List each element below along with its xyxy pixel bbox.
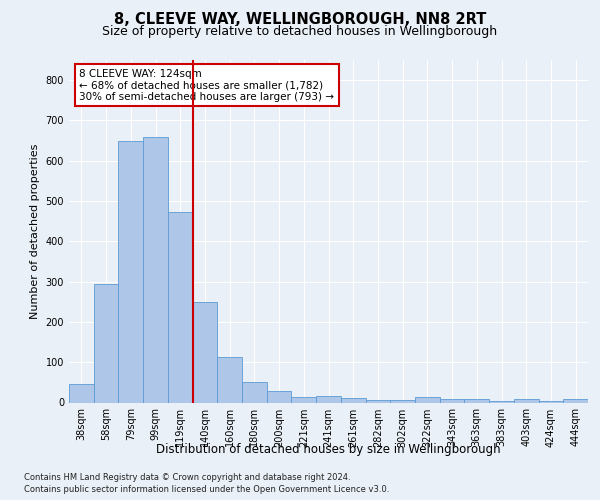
Bar bbox=[390, 400, 415, 402]
Bar bbox=[316, 396, 341, 402]
Bar bbox=[464, 400, 489, 402]
Text: Distribution of detached houses by size in Wellingborough: Distribution of detached houses by size … bbox=[157, 442, 501, 456]
Bar bbox=[341, 398, 365, 402]
Text: 8, CLEEVE WAY, WELLINGBOROUGH, NN8 2RT: 8, CLEEVE WAY, WELLINGBOROUGH, NN8 2RT bbox=[114, 12, 486, 28]
Bar bbox=[94, 284, 118, 403]
Y-axis label: Number of detached properties: Number of detached properties bbox=[30, 144, 40, 319]
Text: 8 CLEEVE WAY: 124sqm
← 68% of detached houses are smaller (1,782)
30% of semi-de: 8 CLEEVE WAY: 124sqm ← 68% of detached h… bbox=[79, 68, 334, 102]
Bar bbox=[193, 302, 217, 402]
Text: Contains public sector information licensed under the Open Government Licence v3: Contains public sector information licen… bbox=[24, 485, 389, 494]
Bar bbox=[440, 400, 464, 402]
Bar bbox=[242, 382, 267, 402]
Bar bbox=[514, 400, 539, 402]
Text: Contains HM Land Registry data © Crown copyright and database right 2024.: Contains HM Land Registry data © Crown c… bbox=[24, 472, 350, 482]
Bar bbox=[69, 384, 94, 402]
Bar bbox=[217, 357, 242, 403]
Bar bbox=[118, 142, 143, 402]
Bar bbox=[365, 400, 390, 402]
Bar bbox=[267, 391, 292, 402]
Bar bbox=[563, 400, 588, 402]
Bar bbox=[143, 136, 168, 402]
Bar bbox=[415, 398, 440, 402]
Text: Size of property relative to detached houses in Wellingborough: Size of property relative to detached ho… bbox=[103, 25, 497, 38]
Bar bbox=[292, 398, 316, 402]
Bar bbox=[168, 212, 193, 402]
